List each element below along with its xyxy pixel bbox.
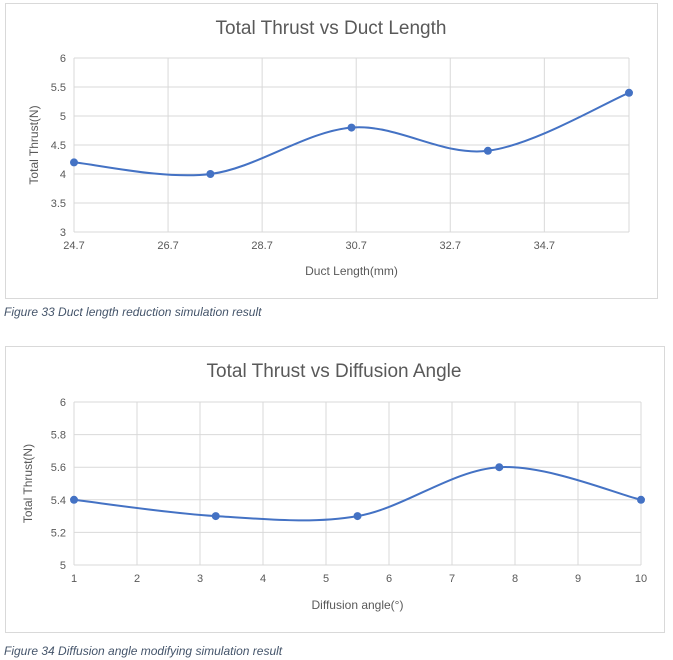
x-tick-label: 4 [260, 573, 266, 585]
data-point [625, 88, 633, 97]
figure-caption-34: Figure 34 Diffusion angle modifying simu… [4, 644, 283, 658]
x-tick-label: 32.7 [440, 240, 461, 252]
data-point [353, 512, 362, 521]
y-tick-label: 4 [60, 169, 66, 181]
data-point [347, 123, 356, 132]
x-tick-label: 34.7 [534, 240, 555, 252]
y-axis-label: Total Thrust(N) [27, 105, 41, 184]
y-tick-label: 4.5 [51, 140, 66, 152]
x-tick-label: 8 [512, 573, 518, 585]
data-point [483, 146, 492, 155]
chart-title: Total Thrust vs Diffusion Angle [207, 361, 462, 382]
data-point [495, 463, 504, 472]
x-tick-label: 7 [449, 573, 455, 585]
x-tick-label: 10 [635, 573, 647, 585]
x-tick-label: 6 [386, 573, 392, 585]
data-point [206, 170, 215, 178]
data-point [211, 512, 220, 521]
x-tick-label: 9 [575, 573, 581, 585]
x-axis-label: Duct Length(mm) [305, 264, 398, 278]
y-tick-label: 5.8 [51, 430, 66, 442]
y-tick-label: 5 [60, 111, 66, 123]
x-tick-label: 2 [134, 573, 140, 585]
y-tick-label: 5.2 [51, 527, 66, 539]
data-point [70, 495, 78, 504]
chart-duct-length-svg: Total Thrust vs Duct Length 3 3.5 4 4.5 5 5.5 6… [27, 18, 633, 278]
x-axis-label: Diffusion angle(°) [312, 598, 404, 612]
y-tick-label: 5.4 [51, 495, 66, 507]
y-axis-label: Total Thrust(N) [21, 444, 35, 523]
y-tick-label: 6 [60, 53, 66, 65]
x-tick-label: 5 [323, 573, 329, 585]
chart-title: Total Thrust vs Duct Length [216, 18, 447, 39]
figure-caption-33: Figure 33 Duct length reduction simulati… [4, 305, 262, 319]
chart-duct-length: Total Thrust vs Duct Length 3 3.5 4 4.5 5 5.5 6… [5, 3, 658, 299]
chart-diffusion-angle-svg: Total Thrust vs Diffusion Angle 5 5.2 5.4 5.… [21, 361, 647, 612]
y-tick-label: 3.5 [51, 198, 66, 210]
data-point [637, 495, 645, 504]
series-line [73, 91, 630, 177]
y-tick-label: 3 [60, 227, 66, 239]
x-tick-label: 1 [71, 573, 77, 585]
x-tick-label: 26.7 [157, 240, 178, 252]
y-tick-label: 6 [60, 397, 66, 409]
chart-diffusion-angle: Total Thrust vs Diffusion Angle 5 5.2 5.4 5.… [5, 346, 665, 633]
data-point [70, 158, 78, 167]
x-tick-label: 24.7 [63, 240, 84, 252]
y-tick-label: 5.5 [51, 82, 66, 94]
x-tick-label: 30.7 [345, 240, 366, 252]
x-tick-label: 3 [197, 573, 203, 585]
y-tick-label: 5 [60, 560, 66, 572]
y-tick-label: 5.6 [51, 462, 66, 474]
x-tick-label: 28.7 [251, 240, 272, 252]
